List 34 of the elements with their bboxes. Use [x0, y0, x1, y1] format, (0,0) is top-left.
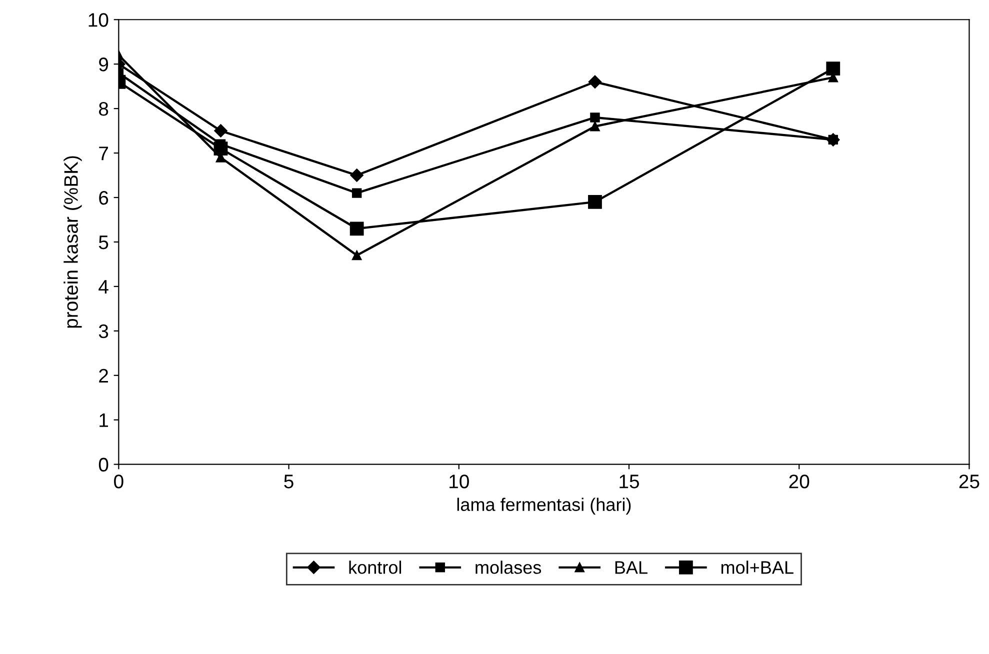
y-tick-label: 7	[99, 146, 108, 160]
y-tick-label: 0	[98, 458, 108, 472]
y-tick-label: 6	[99, 190, 108, 205]
y-tick-label: 9	[99, 58, 108, 72]
x-tick-label: 0	[114, 474, 124, 488]
point	[352, 188, 362, 198]
point	[214, 124, 228, 138]
point	[352, 250, 362, 260]
y-tick-label: 5	[98, 236, 108, 250]
y-axis-title: protein kasar (%BK)	[64, 156, 82, 328]
point	[590, 112, 600, 122]
point	[350, 168, 364, 182]
y-tick-label: 3	[98, 324, 108, 338]
y-tick-label: 2	[99, 368, 108, 382]
legend-label: molases	[476, 560, 542, 574]
legend-label: kontrol	[349, 560, 402, 574]
point	[588, 75, 602, 88]
x-axis-title: lama fermentasi (hari)	[457, 498, 631, 515]
x-tick-label: 15	[620, 474, 640, 488]
y-tick-label: 1	[100, 414, 108, 427]
point	[588, 195, 602, 209]
point	[350, 222, 364, 236]
x-tick-label: 10	[450, 474, 469, 488]
x-tick-label: 5	[284, 474, 294, 488]
y-tick-label: 10	[88, 13, 108, 27]
point	[214, 142, 228, 156]
y-tick-label: 4	[98, 280, 108, 294]
y-tick-label: 8	[98, 102, 108, 116]
legend-label: BAL	[615, 561, 648, 574]
point	[826, 62, 840, 76]
point	[590, 121, 600, 132]
legend-label: mol+BAL	[721, 560, 794, 574]
x-tick-label: 20	[789, 474, 810, 488]
x-tick-label: 25	[959, 474, 980, 488]
